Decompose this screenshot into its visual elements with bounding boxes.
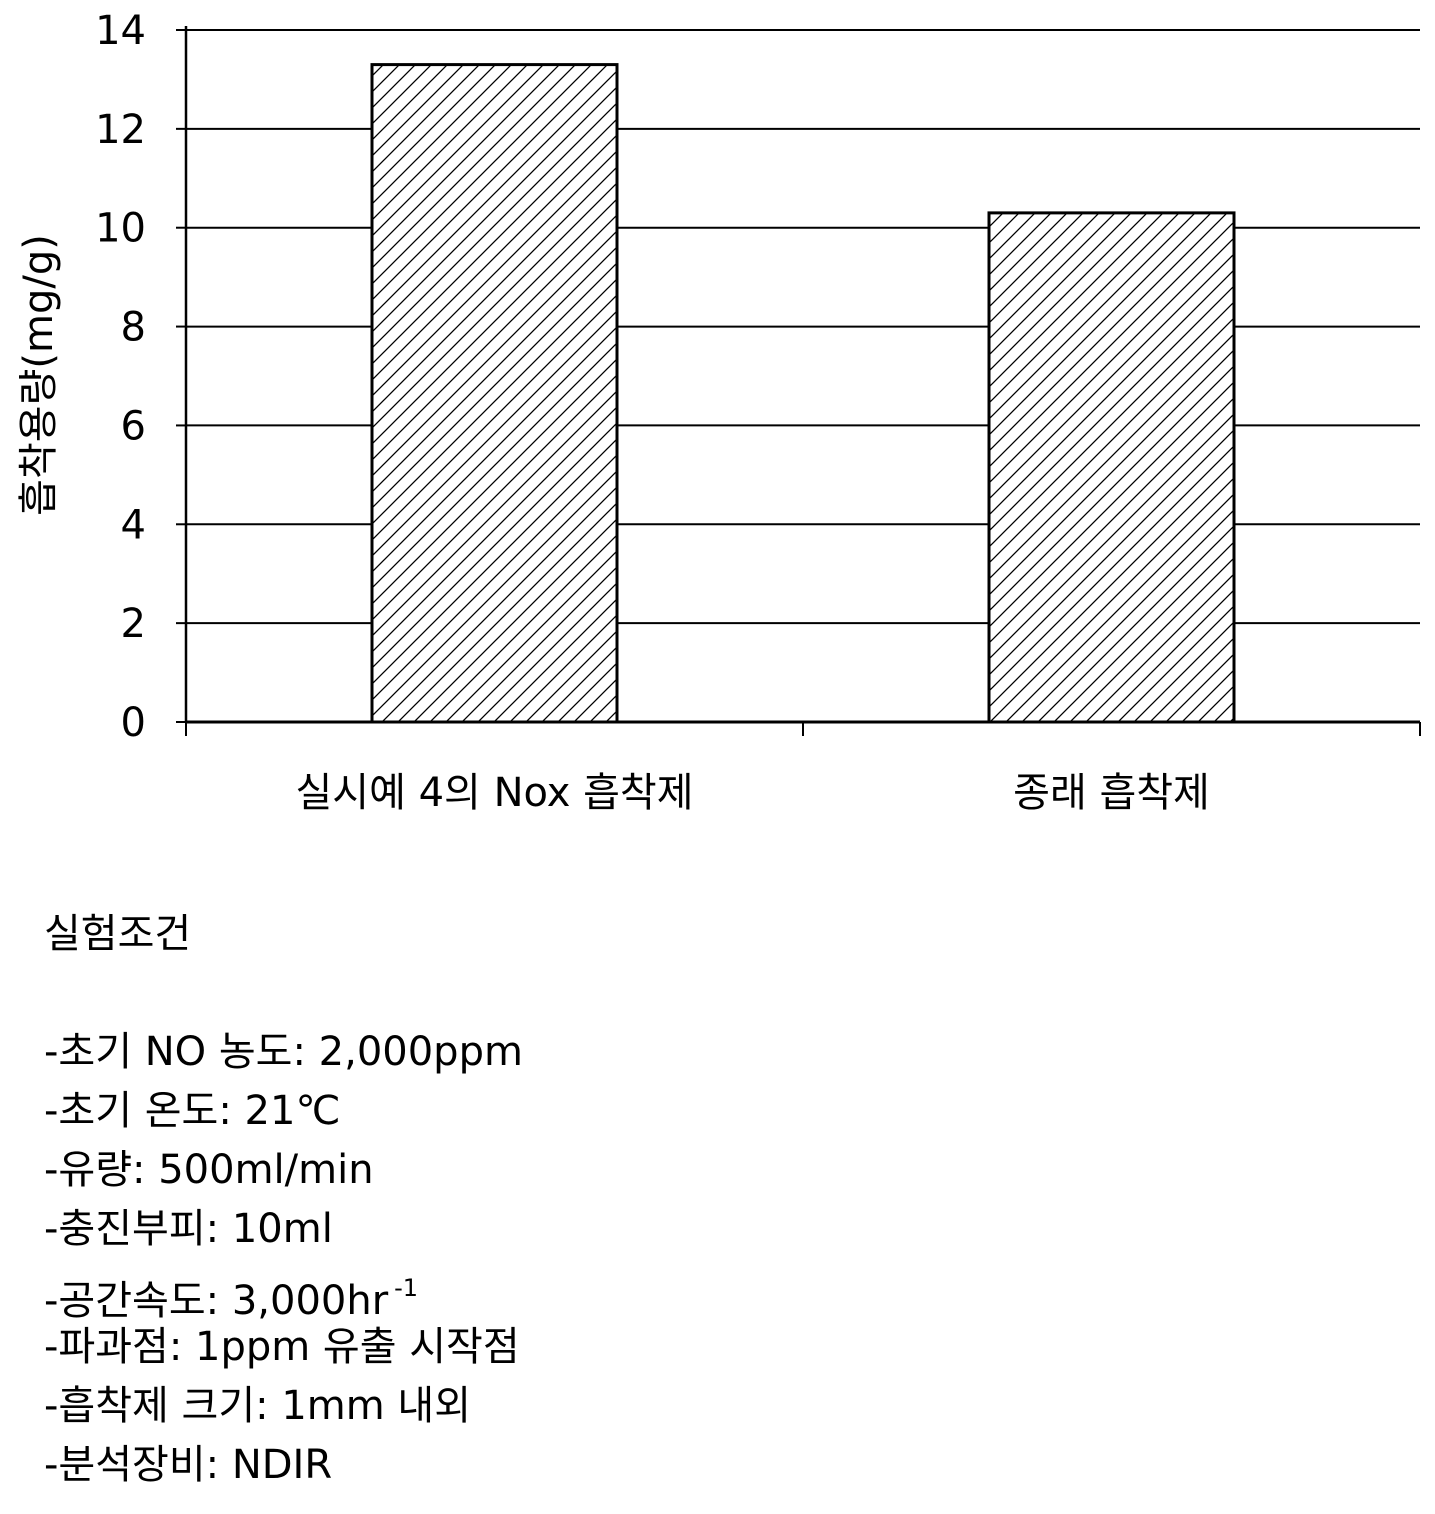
condition-line: -유량: 500ml/min [44, 1141, 523, 1200]
y-tick-label: 10 [95, 206, 146, 252]
bar [989, 213, 1234, 722]
y-tick-label: 2 [121, 601, 146, 647]
category-label: 종래 흡착제 [1013, 770, 1210, 816]
condition-text: -유량: 500ml/min [44, 1147, 374, 1193]
condition-text: -초기 NO 농도: 2,000ppm [44, 1029, 523, 1075]
conditions-list: -초기 NO 농도: 2,000ppm -초기 온도: 21℃ -유량: 500ml… [44, 1023, 523, 1495]
y-axis-label: 흡착용량(mg/g) [16, 234, 62, 516]
condition-text: -흡착제 크기: 1mm 내외 [44, 1383, 471, 1429]
conditions-title: 실험조건 [44, 905, 523, 964]
condition-line: -공간속도: 3,000hr-1 [44, 1259, 523, 1318]
y-tick-label: 12 [95, 107, 146, 153]
condition-text: -분석장비: NDIR [44, 1442, 332, 1488]
y-tick-label: 4 [121, 502, 146, 548]
category-labels: 실시예 4의 Nox 흡착제 종래 흡착제 [295, 770, 1209, 816]
y-tick-label: 6 [121, 403, 146, 449]
condition-text: -파과점: 1ppm 유출 시작점 [44, 1324, 520, 1370]
category-label: 실시예 4의 Nox 흡착제 [295, 770, 693, 816]
condition-line: -초기 온도: 21℃ [44, 1082, 523, 1141]
y-tick-label: 8 [121, 305, 146, 351]
condition-line: -파과점: 1ppm 유출 시작점 [44, 1318, 523, 1377]
y-tick-labels: 0 2 4 6 8 10 12 14 [95, 8, 146, 746]
y-tick-label: 14 [95, 8, 146, 54]
condition-text: -초기 온도: 21℃ [44, 1088, 340, 1134]
condition-superscript: -1 [394, 1274, 418, 1302]
condition-line: -분석장비: NDIR [44, 1436, 523, 1495]
experiment-conditions: 실험조건 -초기 NO 농도: 2,000ppm -초기 온도: 21℃ -유량: … [44, 905, 523, 1495]
condition-line: -초기 NO 농도: 2,000ppm [44, 1023, 523, 1082]
bar-chart: 0 2 4 6 8 10 12 14 실시예 4의 Nox 흡착제 종래 흡착제 흡착용량(mg… [0, 0, 1435, 860]
condition-line: -흡착제 크기: 1mm 내외 [44, 1377, 523, 1436]
condition-text: -충진부피: 10ml [44, 1206, 333, 1252]
y-tick-label: 0 [121, 700, 146, 746]
condition-line: -충진부피: 10ml [44, 1200, 523, 1259]
bar [372, 65, 617, 722]
